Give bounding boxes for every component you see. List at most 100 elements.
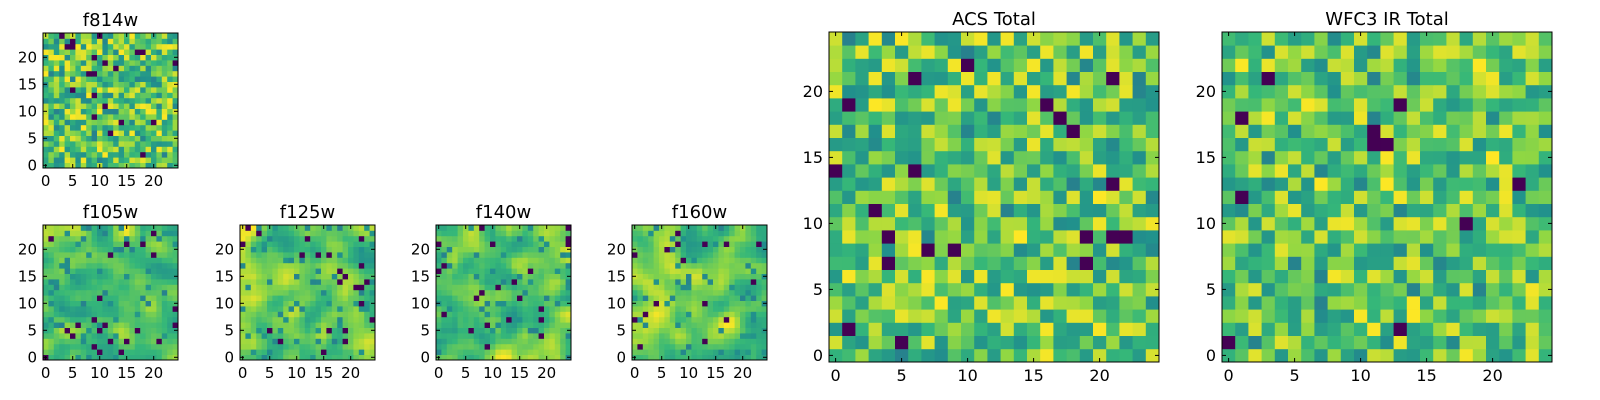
heatmap-cell <box>441 322 448 328</box>
heatmap-cell <box>310 311 316 318</box>
heatmap-cell <box>565 333 572 339</box>
heatmap-cell <box>549 349 556 355</box>
heatmap-cell <box>1119 256 1133 270</box>
heatmap-cell <box>172 130 179 136</box>
heatmap-cell <box>934 203 949 218</box>
heatmap-cell <box>294 257 300 264</box>
heatmap-cell <box>1314 348 1328 363</box>
heatmap-cell <box>124 49 130 55</box>
heatmap-cell <box>1459 137 1474 152</box>
heatmap-cell <box>70 289 76 296</box>
heatmap-cell <box>734 235 741 242</box>
heatmap-cell <box>522 311 529 318</box>
heatmap-cell <box>463 333 469 339</box>
heatmap-cell <box>680 241 687 247</box>
heatmap-cell <box>680 338 687 345</box>
heatmap-cell <box>48 349 55 355</box>
heatmap-cell <box>1235 335 1249 350</box>
heatmap-cell <box>1499 71 1513 86</box>
heatmap-cell <box>161 87 168 93</box>
heatmap-cell <box>1420 150 1434 165</box>
heatmap-cell <box>80 241 87 247</box>
heatmap-cell <box>310 327 316 334</box>
heatmap-cell <box>707 252 714 258</box>
heatmap-cell <box>256 257 262 264</box>
heatmap-cell <box>680 246 687 253</box>
heatmap-cell <box>364 295 370 301</box>
heatmap-cell <box>53 333 60 339</box>
heatmap-cell <box>1433 282 1447 297</box>
heatmap-cell <box>151 246 157 253</box>
heatmap-cell <box>261 262 268 269</box>
heatmap-cell <box>484 333 491 339</box>
heatmap-cell <box>1512 322 1526 336</box>
heatmap-cell <box>277 279 284 285</box>
heatmap-cell <box>294 284 300 291</box>
heatmap-cell <box>80 33 87 39</box>
heatmap-cell <box>1499 98 1513 112</box>
heatmap-cell <box>829 150 843 165</box>
heatmap-cell <box>1079 150 1094 165</box>
heatmap-cell <box>304 306 311 312</box>
heatmap-cell <box>1446 256 1460 270</box>
heatmap-cell <box>881 45 896 59</box>
heatmap-cell <box>554 262 561 269</box>
heatmap-cell <box>1053 58 1067 72</box>
heatmap-cell <box>549 327 556 334</box>
heatmap-cell <box>549 289 556 296</box>
heatmap-cell <box>1235 256 1249 270</box>
heatmap-cell <box>315 349 322 355</box>
heatmap-cell <box>1538 71 1553 86</box>
heatmap-cell <box>107 322 114 328</box>
heatmap-cell <box>156 146 163 153</box>
heatmap-cell <box>1367 98 1381 112</box>
heatmap-cell <box>549 333 556 339</box>
heatmap-cell <box>1354 150 1368 165</box>
heatmap-cell <box>1261 230 1276 244</box>
heatmap-cell <box>868 190 883 204</box>
heatmap-cells <box>829 32 1160 363</box>
heatmap-cell <box>1274 348 1289 363</box>
heatmap-cell <box>669 262 676 269</box>
heatmap-cell <box>80 49 87 55</box>
heatmap-cell <box>294 333 300 339</box>
heatmap-cell <box>756 338 762 345</box>
heatmap-cell <box>756 300 762 307</box>
heatmap-cell <box>86 322 92 328</box>
heatmap-cell <box>240 316 246 323</box>
heatmap-cell <box>261 225 268 231</box>
heatmap-cell <box>1380 203 1394 218</box>
heatmap-cell <box>729 349 735 355</box>
heatmap-cell <box>64 87 71 93</box>
heatmap-cell <box>723 241 730 247</box>
heatmap-cell <box>1235 32 1249 46</box>
heatmap-cell <box>145 103 152 109</box>
heatmap-cell <box>245 289 252 296</box>
heatmap-cell <box>473 268 480 274</box>
heatmap-cell <box>1093 71 1107 86</box>
heatmap-cell <box>261 322 268 328</box>
heatmap-cell <box>441 246 448 253</box>
heatmap-cell <box>134 225 141 231</box>
heatmap-cell <box>1040 150 1054 165</box>
heatmap-cell <box>299 257 306 264</box>
heatmap-cell <box>102 300 109 307</box>
heatmap-cell <box>934 71 949 86</box>
heatmap-cell <box>1000 243 1015 257</box>
heatmap-cell <box>342 354 349 361</box>
heatmap-cell <box>729 225 735 231</box>
heatmap-cell <box>934 190 949 204</box>
heatmap-cell <box>1393 282 1408 297</box>
heatmap-cell <box>468 284 475 291</box>
heatmap-cell <box>729 235 735 242</box>
heatmap-cell <box>1053 124 1067 138</box>
heatmap-cell <box>75 273 82 280</box>
heatmap-cell <box>256 349 262 355</box>
heatmap-cell <box>479 300 485 307</box>
heatmap-cell <box>277 289 284 296</box>
heatmap-cell <box>1354 216 1368 231</box>
heatmap-cell <box>348 306 354 312</box>
heatmap-cell <box>441 289 448 296</box>
heatmap-cell <box>452 268 458 274</box>
heatmap-cell <box>315 311 322 318</box>
